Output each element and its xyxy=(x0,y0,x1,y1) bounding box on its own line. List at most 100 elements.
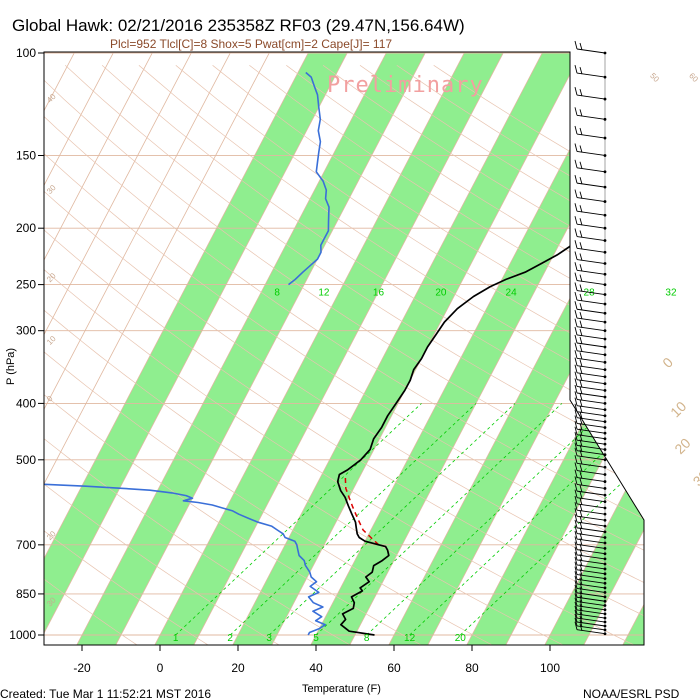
wind-barb xyxy=(574,525,607,539)
wind-barb xyxy=(574,107,607,121)
mixing-ratio-lower-label: 12 xyxy=(404,633,416,644)
wind-barb xyxy=(574,64,607,79)
wind-barb xyxy=(574,432,607,446)
wind-barb xyxy=(574,489,607,504)
isotherm-band-5 xyxy=(386,52,644,645)
wind-barb xyxy=(574,514,607,528)
adiabat-label-left: 40 xyxy=(45,92,58,105)
isotherm-line-23 xyxy=(659,26,700,649)
isotherm-label: 60 xyxy=(687,71,700,84)
dry-adiabat-8 xyxy=(44,65,644,645)
wind-barb xyxy=(574,561,607,576)
watermark: Preliminary xyxy=(327,73,484,98)
wind-barb xyxy=(574,350,607,364)
wind-barb xyxy=(574,455,607,469)
wind-barb xyxy=(574,495,607,510)
mixing-ratio-line-3 xyxy=(315,403,563,636)
wind-barb xyxy=(574,462,607,476)
wind-barb xyxy=(574,326,607,341)
wind-barb xyxy=(574,589,607,603)
mixing-ratio-lower-label: 1 xyxy=(173,633,179,644)
wind-barb xyxy=(574,262,607,276)
wind-barb xyxy=(574,575,607,590)
wind-barb xyxy=(574,597,607,612)
wind-barb xyxy=(574,442,607,457)
wind-barb xyxy=(574,580,607,594)
dry-adiabat-1 xyxy=(44,65,212,645)
isotherm-line-7 xyxy=(44,52,362,645)
dry-adiabat-7 xyxy=(44,65,639,645)
x-tick-label: 0 xyxy=(157,661,164,675)
y-tick-label: 850 xyxy=(16,587,36,601)
isotherm-line-6 xyxy=(44,52,323,645)
wind-barb xyxy=(574,593,607,607)
mixing-ratio-lower-label: 2 xyxy=(227,633,233,644)
isotherm-band-0 xyxy=(44,52,362,645)
isotherm-line-16 xyxy=(385,52,644,645)
mixing-ratio-line-5 xyxy=(409,403,644,636)
mixing-ratio-label: 24 xyxy=(506,288,518,299)
wind-barb xyxy=(574,334,607,349)
plot-area xyxy=(44,26,700,649)
dewpoint-line-lower xyxy=(44,475,327,636)
isotherm-line-10 xyxy=(151,52,479,645)
mixing-ratio-lower-label: 20 xyxy=(455,633,467,644)
isotherm-line-13 xyxy=(268,52,596,645)
wind-barb xyxy=(574,216,607,230)
wind-barb xyxy=(574,483,607,497)
mixing-ratio-label: 8 xyxy=(274,288,280,299)
dry-adiabat-16 xyxy=(175,65,644,645)
y-axis-label: P (hPa) xyxy=(5,348,17,385)
wind-barb xyxy=(574,571,607,585)
wind-barb xyxy=(574,551,607,566)
y-tick-label: 200 xyxy=(16,221,36,235)
isotherm-line-5 xyxy=(44,52,284,645)
isotherm-line-12 xyxy=(229,52,557,645)
wind-barb xyxy=(574,310,607,324)
isotherm-band-1 xyxy=(74,52,440,645)
adiabat-label-right: 30 xyxy=(690,467,700,489)
x-tick-label: 40 xyxy=(309,661,323,675)
plot-frame xyxy=(43,51,645,646)
wind-barb xyxy=(574,601,607,616)
isotherm-line-4 xyxy=(44,52,245,645)
dry-adiabat-13 xyxy=(64,65,644,645)
wind-barb xyxy=(574,409,607,424)
y-tick-label: 700 xyxy=(16,538,36,552)
wind-barb xyxy=(574,371,607,386)
mixing-ratio-lower-label: 5 xyxy=(313,633,319,644)
wind-barb xyxy=(574,541,607,556)
x-tick-label: -20 xyxy=(73,661,91,675)
mixing-ratio-lines xyxy=(175,403,644,636)
wind-barb xyxy=(574,125,607,140)
wind-barb xyxy=(574,189,607,203)
wind-barb xyxy=(574,421,607,435)
adiabat-label-right: 0 xyxy=(659,354,676,371)
wind-barb xyxy=(574,342,607,357)
wind-barb xyxy=(574,546,607,561)
dry-adiabat-10 xyxy=(44,65,644,645)
mixing-ratio-line-1 xyxy=(229,403,477,636)
y-tick-label: 150 xyxy=(16,148,36,162)
mixing-ratio-line-0 xyxy=(175,403,422,636)
wind-barb xyxy=(574,605,607,620)
adiabat-label-left: 10 xyxy=(45,334,58,347)
wind-barb xyxy=(574,426,607,441)
mixing-ratio-label: 20 xyxy=(435,288,447,299)
dry-adiabat-14 xyxy=(101,65,644,645)
x-tick-label: 60 xyxy=(387,661,401,675)
wind-barb xyxy=(574,364,607,379)
isotherm-line-1 xyxy=(44,52,128,645)
mixing-ratio-label: 32 xyxy=(665,288,677,299)
wind-barb xyxy=(574,384,607,399)
adiabat-label-left: 20 xyxy=(45,271,58,284)
wind-barb xyxy=(574,530,607,545)
wind-barb xyxy=(574,175,607,189)
isotherm-bands xyxy=(44,52,644,645)
isotherm-label: 50 xyxy=(648,71,661,84)
wind-barb xyxy=(574,282,607,296)
mixing-ratio-label: 28 xyxy=(584,288,596,299)
wind-barb xyxy=(574,584,607,599)
isotherm-line-3 xyxy=(44,52,206,645)
